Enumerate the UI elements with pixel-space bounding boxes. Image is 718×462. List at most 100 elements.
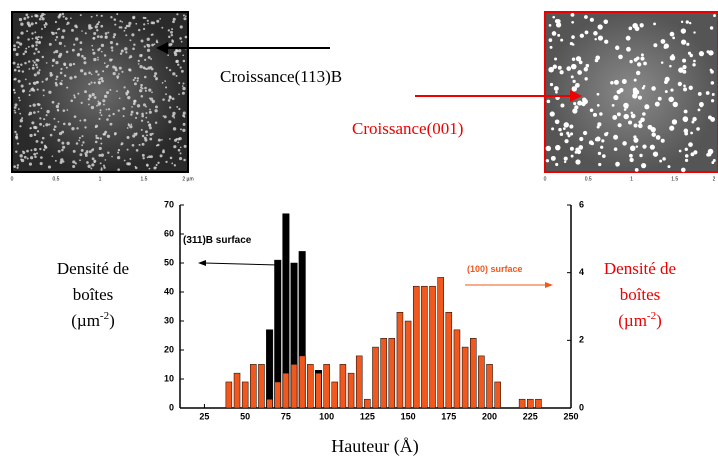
bar xyxy=(315,372,322,409)
afm-dot xyxy=(600,145,604,149)
bar xyxy=(404,320,412,409)
bar xyxy=(461,346,469,409)
image-scale-label: 0.5 xyxy=(53,176,60,182)
afm-dot xyxy=(148,88,152,92)
afm-dot xyxy=(545,159,550,163)
afm-dot xyxy=(84,154,88,157)
afm-dot xyxy=(35,152,39,155)
afm-dot xyxy=(551,31,557,36)
afm-dot xyxy=(688,142,693,147)
afm-dot xyxy=(113,18,117,21)
afm-dot xyxy=(156,41,159,44)
afm-dot xyxy=(617,123,622,128)
afm-dot xyxy=(179,152,182,155)
afm-dot xyxy=(571,35,575,39)
bar xyxy=(339,364,347,409)
afm-dot xyxy=(24,78,27,81)
afm-dot xyxy=(13,44,16,48)
afm-dot xyxy=(170,33,174,37)
afm-dot xyxy=(640,117,645,123)
afm-dot xyxy=(61,79,63,82)
afm-dot xyxy=(168,120,172,124)
afm-dot xyxy=(40,156,43,159)
afm-dot xyxy=(637,95,643,100)
afm-dot xyxy=(597,151,602,156)
afm-dot xyxy=(681,39,687,45)
afm-dot xyxy=(12,88,16,92)
afm-dot xyxy=(566,131,570,135)
afm-dot xyxy=(146,156,149,159)
afm-dot xyxy=(688,85,693,90)
afm-dot xyxy=(95,124,99,128)
afm-dot xyxy=(118,97,121,100)
afm-dot xyxy=(106,91,110,95)
afm-dot xyxy=(117,151,120,154)
afm-dot xyxy=(40,36,43,39)
y-tick-label: 20 xyxy=(164,344,174,354)
afm-dot xyxy=(171,162,174,165)
afm-dot xyxy=(102,70,105,73)
afm-dot xyxy=(51,31,55,36)
afm-dot xyxy=(41,17,45,21)
x-tick-label: 225 xyxy=(523,411,538,421)
afm-dot xyxy=(678,149,682,153)
bar xyxy=(250,364,257,409)
afm-dot xyxy=(52,59,55,63)
afm-dot xyxy=(174,138,178,142)
afm-dot xyxy=(669,125,675,131)
afm-dot xyxy=(58,13,62,17)
afm-dot xyxy=(132,78,135,82)
afm-dot xyxy=(31,15,33,18)
afm-dot xyxy=(140,119,144,122)
afm-dot xyxy=(125,91,129,95)
afm-dot xyxy=(143,45,146,48)
afm-dot xyxy=(136,104,141,108)
afm-dot xyxy=(633,57,638,62)
afm-dot xyxy=(170,43,173,46)
afm-dot xyxy=(659,159,663,163)
bar xyxy=(282,372,290,409)
afm-dot xyxy=(173,164,177,167)
afm-dot xyxy=(131,143,135,147)
afm-dot xyxy=(584,77,588,81)
afm-dot xyxy=(49,133,53,137)
afm-dot xyxy=(555,144,561,151)
bar xyxy=(453,329,461,409)
afm-dot xyxy=(20,158,23,161)
afm-dot xyxy=(545,145,551,152)
afm-dot xyxy=(51,74,54,76)
afm-dot xyxy=(35,139,39,143)
bar xyxy=(429,285,436,409)
afm-dot xyxy=(129,55,133,59)
image-scale-label: 0 xyxy=(11,176,14,182)
afm-dot xyxy=(55,35,59,39)
afm-dot xyxy=(678,67,684,73)
afm-dot xyxy=(88,150,92,154)
afm-dot xyxy=(61,148,64,152)
afm-dot xyxy=(37,35,40,39)
afm-dot xyxy=(43,13,46,16)
afm-dot xyxy=(112,71,116,76)
afm-dot xyxy=(13,78,16,81)
bar xyxy=(421,285,428,409)
afm-dot xyxy=(129,125,133,129)
afm-dot xyxy=(19,154,23,158)
afm-dot xyxy=(170,30,173,34)
afm-dot xyxy=(147,66,151,70)
bar xyxy=(323,364,330,409)
afm-dot xyxy=(162,150,165,154)
afm-dot xyxy=(122,107,126,110)
caption: Croissance(113)B xyxy=(220,67,342,86)
afm-dot xyxy=(168,106,172,109)
afm-dot xyxy=(713,14,716,18)
afm-dot xyxy=(17,79,21,83)
afm-dot xyxy=(86,151,89,154)
afm-dot xyxy=(34,21,38,25)
afm-dot xyxy=(31,37,34,40)
afm-dot xyxy=(644,104,650,110)
afm-dot xyxy=(37,110,40,113)
afm-dot xyxy=(159,154,163,158)
image-scale-label: 1.5 xyxy=(141,176,148,182)
bar xyxy=(478,355,485,409)
afm-dot xyxy=(62,109,66,112)
